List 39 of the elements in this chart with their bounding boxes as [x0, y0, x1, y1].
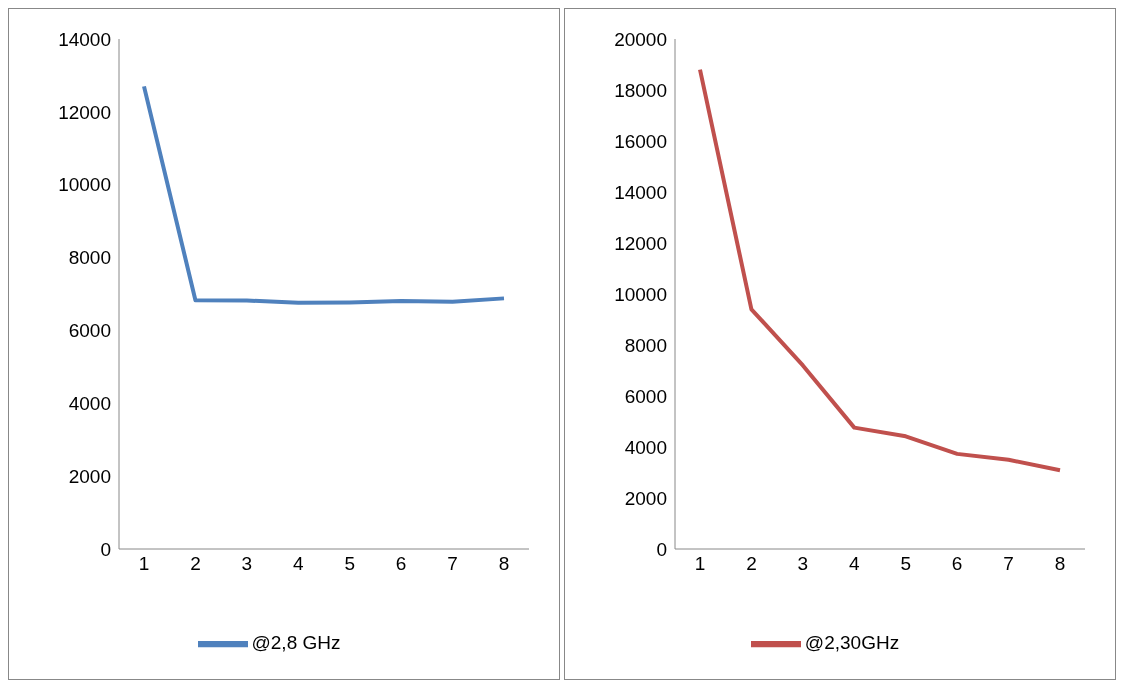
y-tick-label: 2000	[624, 487, 667, 509]
x-tick-label: 3	[241, 553, 253, 575]
x-tick-label: 7	[1003, 553, 1014, 575]
x-tick-label: 5	[344, 553, 355, 575]
line-series	[142, 84, 506, 305]
x-tick-label: 8	[1054, 553, 1066, 575]
x-tick-label: 8	[498, 553, 510, 575]
y-tick-label: 12000	[614, 232, 667, 254]
legend-label: @2,30GHz	[804, 632, 900, 654]
y-tick-label: 6000	[68, 320, 111, 342]
y-tick-label: 2000	[68, 465, 111, 487]
y-tick-label: 16000	[614, 130, 667, 152]
y-tick-label: 10000	[614, 283, 667, 305]
y-tick-label: 0	[100, 538, 111, 560]
x-tick-label: 4	[849, 553, 860, 575]
y-tick-label: 14000	[58, 28, 111, 50]
x-tick-label: 2	[190, 553, 201, 575]
x-tick-label: 2	[746, 553, 757, 575]
y-tick-label: 4000	[68, 393, 111, 415]
x-tick-label: 4	[293, 553, 304, 575]
x-tick-label: 3	[797, 553, 809, 575]
y-tick-label: 12000	[58, 101, 111, 123]
y-tick-label: 20000	[614, 28, 667, 50]
y-tick-label: 14000	[614, 181, 667, 203]
x-tick-label: 1	[138, 553, 150, 575]
y-tick-label: 6000	[624, 385, 667, 407]
y-tick-label: 10000	[58, 174, 111, 196]
y-tick-label: 8000	[68, 247, 111, 269]
line-series	[698, 67, 1062, 473]
x-tick-label: 6	[395, 553, 407, 575]
x-tick-label: 1	[694, 553, 706, 575]
y-tick-label: 0	[656, 538, 667, 560]
x-tick-label: 7	[447, 553, 458, 575]
legend-label: @2,8 GHz	[251, 632, 341, 654]
y-tick-label: 18000	[614, 79, 667, 101]
x-tick-label: 5	[900, 553, 911, 575]
x-tick-label: 6	[951, 553, 963, 575]
y-tick-label: 8000	[624, 334, 667, 356]
y-tick-label: 4000	[624, 436, 667, 458]
